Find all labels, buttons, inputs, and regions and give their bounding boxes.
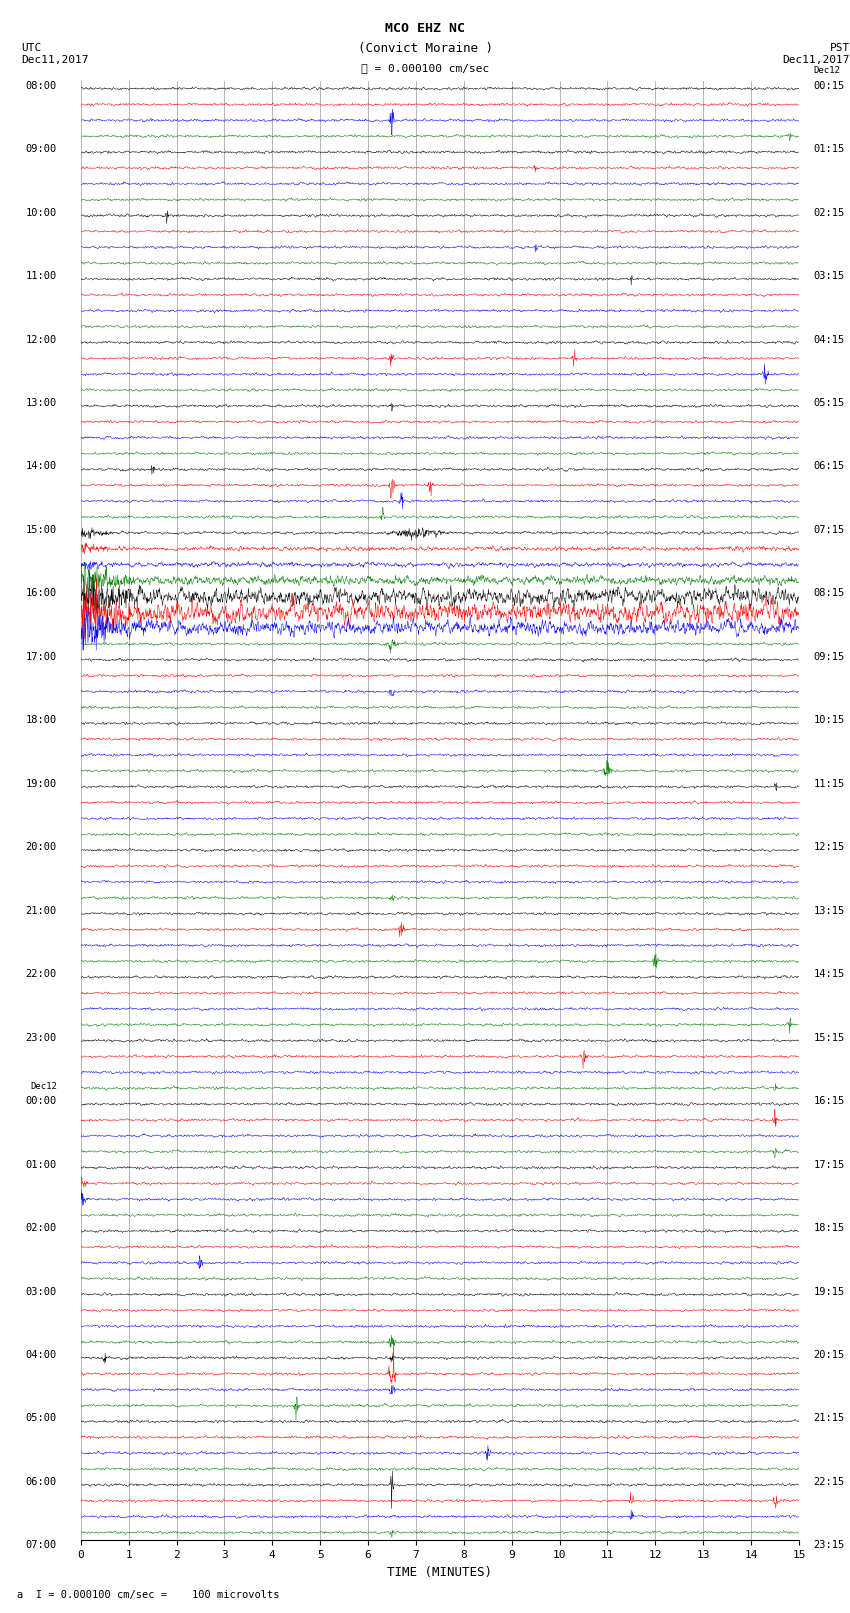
Text: 20:00: 20:00 <box>26 842 57 852</box>
Text: 13:00: 13:00 <box>26 398 57 408</box>
Text: 04:15: 04:15 <box>813 334 845 345</box>
Text: 19:00: 19:00 <box>26 779 57 789</box>
Text: 09:15: 09:15 <box>813 652 845 661</box>
Text: 00:15: 00:15 <box>813 81 845 90</box>
Text: 08:00: 08:00 <box>26 81 57 90</box>
Text: 13:15: 13:15 <box>813 907 845 916</box>
Text: 02:00: 02:00 <box>26 1223 57 1232</box>
Text: 16:00: 16:00 <box>26 589 57 598</box>
Text: 18:15: 18:15 <box>813 1223 845 1232</box>
Text: 01:00: 01:00 <box>26 1160 57 1169</box>
Text: 03:00: 03:00 <box>26 1287 57 1297</box>
Text: 12:15: 12:15 <box>813 842 845 852</box>
Text: Dec12: Dec12 <box>30 1082 57 1090</box>
Text: 19:15: 19:15 <box>813 1287 845 1297</box>
X-axis label: TIME (MINUTES): TIME (MINUTES) <box>388 1566 492 1579</box>
Text: 21:15: 21:15 <box>813 1413 845 1424</box>
Text: 14:15: 14:15 <box>813 969 845 979</box>
Text: 06:00: 06:00 <box>26 1478 57 1487</box>
Text: 12:00: 12:00 <box>26 334 57 345</box>
Text: MCO EHZ NC: MCO EHZ NC <box>385 23 465 35</box>
Text: 02:15: 02:15 <box>813 208 845 218</box>
Text: 23:15: 23:15 <box>813 1540 845 1550</box>
Text: 21:00: 21:00 <box>26 907 57 916</box>
Text: 22:00: 22:00 <box>26 969 57 979</box>
Text: 00:00: 00:00 <box>26 1097 57 1107</box>
Text: ⏐ = 0.000100 cm/sec: ⏐ = 0.000100 cm/sec <box>361 63 489 73</box>
Text: 11:15: 11:15 <box>813 779 845 789</box>
Text: 03:15: 03:15 <box>813 271 845 281</box>
Text: 16:15: 16:15 <box>813 1097 845 1107</box>
Text: 14:00: 14:00 <box>26 461 57 471</box>
Text: 08:15: 08:15 <box>813 589 845 598</box>
Text: 09:00: 09:00 <box>26 144 57 155</box>
Text: 06:15: 06:15 <box>813 461 845 471</box>
Text: 01:15: 01:15 <box>813 144 845 155</box>
Text: 10:00: 10:00 <box>26 208 57 218</box>
Text: 07:00: 07:00 <box>26 1540 57 1550</box>
Text: a  I = 0.000100 cm/sec =    100 microvolts: a I = 0.000100 cm/sec = 100 microvolts <box>17 1590 280 1600</box>
Text: 15:00: 15:00 <box>26 524 57 536</box>
Text: 17:00: 17:00 <box>26 652 57 661</box>
Text: PST
Dec11,2017: PST Dec11,2017 <box>783 44 850 65</box>
Text: 07:15: 07:15 <box>813 524 845 536</box>
Text: 05:00: 05:00 <box>26 1413 57 1424</box>
Text: 18:00: 18:00 <box>26 715 57 726</box>
Text: 05:15: 05:15 <box>813 398 845 408</box>
Text: 23:00: 23:00 <box>26 1032 57 1042</box>
Text: 20:15: 20:15 <box>813 1350 845 1360</box>
Text: 17:15: 17:15 <box>813 1160 845 1169</box>
Text: 10:15: 10:15 <box>813 715 845 726</box>
Text: 11:00: 11:00 <box>26 271 57 281</box>
Text: UTC
Dec11,2017: UTC Dec11,2017 <box>21 44 88 65</box>
Text: (Convict Moraine ): (Convict Moraine ) <box>358 42 492 55</box>
Text: 22:15: 22:15 <box>813 1478 845 1487</box>
Text: 15:15: 15:15 <box>813 1032 845 1042</box>
Text: 04:00: 04:00 <box>26 1350 57 1360</box>
Text: Dec12: Dec12 <box>813 66 841 76</box>
